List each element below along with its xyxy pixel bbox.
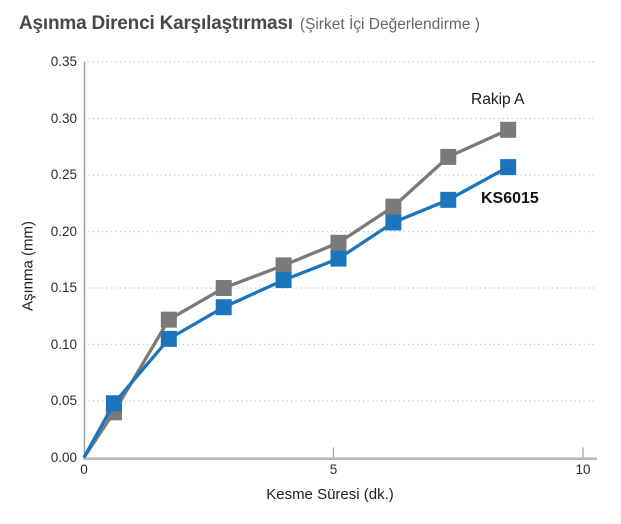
y-tick-label: 0.35 [50,54,77,69]
y-tick-label: 0.15 [50,280,77,295]
x-tick-label: 0 [80,462,88,477]
series-line-rakip-a [82,128,509,459]
chart-title: Aşınma Direnci Karşılaştırması (Şirket İ… [19,13,480,35]
chart-title-main: Aşınma Direnci Karşılaştırması [19,13,293,34]
data-point-marker [160,311,177,328]
series-label-ks6015: KS6015 [481,190,539,207]
x-tick-label: 5 [329,462,338,477]
y-axis-title: Aşınma (mm) [19,221,37,311]
x-tick-label: 10 [575,462,591,477]
data-point-marker [330,250,347,267]
series-line-ks6015 [82,165,509,459]
data-point-marker [215,280,232,296]
data-point-marker [275,257,292,274]
x-axis-title: Kesme Süresi (dk.) [266,486,394,503]
data-point-marker [275,272,292,289]
y-tick-label: 0.25 [50,167,77,182]
y-tick-label: 0.30 [50,110,77,126]
data-point-marker [160,330,177,347]
data-point-marker [385,214,402,231]
y-tick-label: 0.00 [50,449,77,465]
data-point-marker [385,198,402,215]
y-tick-label: 0.20 [50,223,77,239]
data-point-marker [440,148,457,165]
chart-title-sub: (Şirket İçi Değerlendirme ) [299,16,480,33]
y-tick-label: 0.05 [50,393,77,408]
data-point-marker [215,299,232,316]
data-point-marker [105,395,122,412]
data-point-marker [500,159,517,176]
data-point-marker [440,191,457,208]
series-label-rakip-a: Rakip A [471,91,525,108]
data-point-marker [500,121,517,138]
data-point-marker [330,234,347,251]
y-tick-label: 0.10 [50,336,77,352]
